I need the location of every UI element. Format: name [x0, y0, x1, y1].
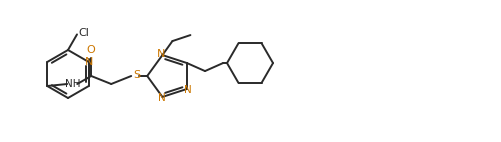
Text: N: N [157, 93, 165, 103]
Text: NH: NH [65, 79, 81, 89]
Text: N: N [157, 49, 165, 59]
Text: N: N [85, 57, 93, 67]
Text: N: N [184, 85, 191, 95]
Text: O: O [87, 45, 95, 55]
Text: S: S [133, 70, 140, 80]
Text: Cl: Cl [78, 28, 89, 38]
